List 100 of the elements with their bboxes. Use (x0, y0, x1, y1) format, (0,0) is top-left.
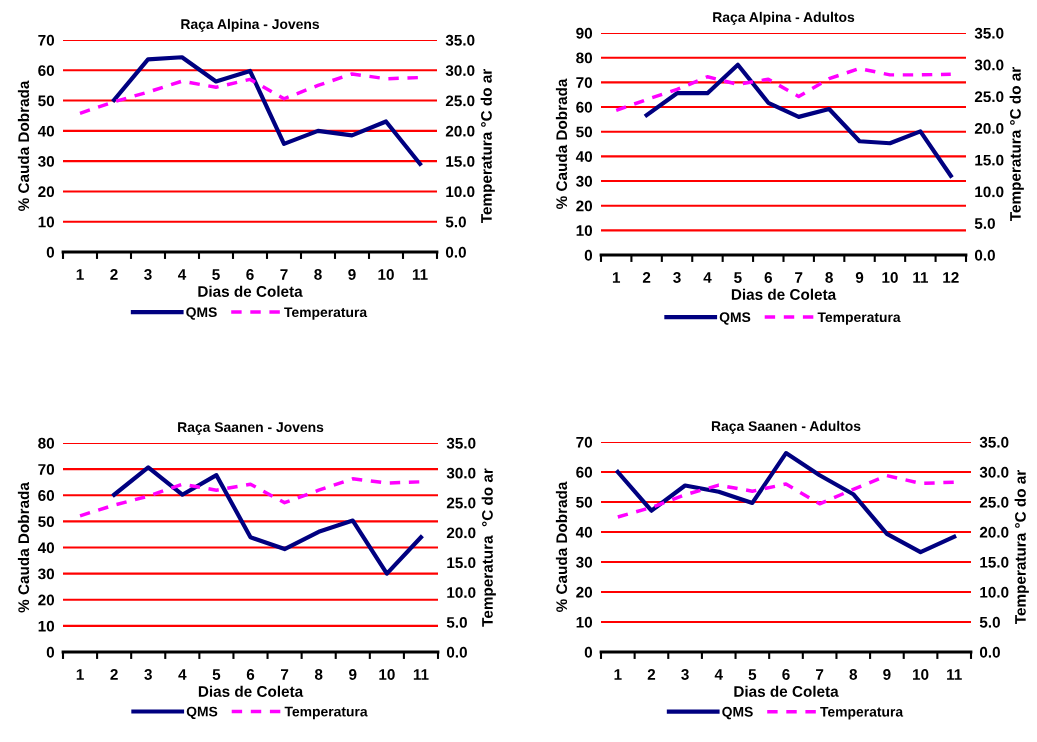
y-tick-label: 40 (37, 125, 55, 137)
x-tick-label: 2 (110, 669, 118, 680)
x-tick-label: 4 (177, 269, 187, 280)
y2-tick-label: 15.0 (980, 556, 1009, 568)
x-tick-label: 2 (642, 272, 651, 283)
x-tick-label: 5 (212, 669, 221, 680)
legend-label: QMS (719, 312, 751, 325)
y-tick-label: 0 (46, 646, 55, 658)
x-tick-label: 4 (714, 669, 723, 680)
y-tick-label: 20 (576, 200, 593, 212)
x-tick-label: 5 (734, 272, 742, 283)
x-tick-label: 9 (349, 669, 357, 680)
y2-tick-label: 25.0 (974, 91, 1004, 103)
y2-tick-label: 35.0 (446, 437, 476, 449)
y-tick-label: 50 (38, 516, 55, 528)
y-tick-label: 20 (38, 594, 55, 606)
chart-title: Raça Saanen - Jovens (178, 422, 324, 435)
y-tick-label: 70 (576, 436, 593, 448)
y2-tick-label: 35.0 (979, 436, 1009, 448)
x-tick-label: 11 (413, 669, 429, 680)
x-tick-label: 2 (110, 269, 118, 280)
y-tick-label: 20 (576, 586, 593, 598)
line-series (615, 451, 957, 555)
y2-tick-label: 20.0 (979, 526, 1009, 538)
x-tick-label: 7 (281, 669, 289, 680)
line-series (112, 465, 424, 576)
y2-tick-label: 5.0 (446, 617, 467, 628)
y2-tick-label: 15.0 (975, 154, 1004, 166)
legend-label: Temperatura (284, 307, 368, 320)
y2-tick-label: 35.0 (445, 34, 475, 46)
x-tick-label: 3 (144, 669, 152, 680)
x-tick-label: 4 (703, 272, 712, 283)
line-series (644, 62, 953, 178)
x-axis-title: Dias de Coleta (198, 685, 304, 697)
y-tick-label: 50 (576, 126, 593, 138)
x-tick-label: 9 (855, 272, 864, 283)
y2-tick-label: 30.0 (974, 59, 1004, 71)
legend-label: QMS (186, 706, 218, 720)
x-tick-label: 1 (76, 669, 84, 680)
chart-title: Raça Alpina - Jovens (181, 18, 320, 32)
y-tick-label: 90 (576, 27, 593, 39)
x-tick-label: 3 (673, 272, 681, 283)
chart-title: Raça Saanen - Adultos (711, 420, 861, 434)
y2-tick-label: 10.0 (975, 186, 1004, 198)
y-tick-label: 50 (38, 95, 55, 107)
y-tick-label: 0 (46, 246, 55, 258)
x-tick-label: 10 (913, 669, 929, 680)
chart-title: Raça Alpina - Adultos (713, 11, 855, 25)
y2-tick-label: 15.0 (447, 557, 476, 569)
y2-tick-label: 10.0 (446, 186, 475, 198)
y-tick-label: 50 (576, 496, 593, 508)
legend-label: Temperatura (820, 707, 904, 720)
y-tick-label: 0 (584, 249, 593, 261)
y2-axis-title: Temperatura °C do ar (1009, 67, 1024, 222)
y2-tick-label: 20.0 (446, 527, 476, 539)
y-tick-label: 30 (38, 568, 55, 580)
x-tick-label: 3 (681, 669, 689, 680)
y-axis-title: % Cauda Dobrada (555, 78, 568, 209)
legend-label: Temperatura (284, 706, 368, 720)
y-tick-label: 30 (576, 556, 593, 568)
y2-tick-label: 15.0 (446, 156, 475, 167)
x-tick-label: 6 (764, 272, 772, 283)
y2-tick-label: 0.0 (445, 246, 466, 258)
y-tick-label: 40 (575, 526, 593, 538)
x-tick-label: 7 (816, 669, 824, 680)
y2-tick-label: 25.0 (446, 497, 476, 509)
x-tick-label: 1 (612, 272, 621, 283)
y-tick-label: 40 (37, 542, 55, 554)
y2-tick-label: 10.0 (980, 586, 1009, 598)
x-tick-label: 6 (246, 269, 254, 280)
line-series (111, 55, 423, 166)
x-tick-label: 5 (212, 269, 220, 280)
x-tick-label: 9 (348, 269, 356, 280)
y-tick-label: 30 (576, 175, 593, 187)
y-tick-label: 30 (38, 156, 55, 167)
y-tick-label: 0 (584, 646, 593, 658)
line-series (614, 66, 953, 113)
y2-axis-title: Temperatura °C do ar (481, 468, 496, 627)
y-tick-label: 60 (576, 101, 593, 113)
y2-tick-label: 35.0 (974, 27, 1004, 39)
y2-tick-label: 5.0 (445, 216, 466, 228)
y2-tick-label: 0.0 (979, 646, 1000, 658)
x-axis-title: Dias de Coleta (731, 288, 837, 300)
x-tick-label: 10 (379, 669, 395, 680)
legend-label: QMS (722, 706, 753, 720)
y-tick-label: 80 (576, 52, 593, 64)
y2-tick-label: 5.0 (974, 218, 995, 229)
y2-tick-label: 30.0 (445, 65, 475, 76)
x-tick-label: 11 (412, 269, 428, 280)
y2-tick-label: 0.0 (446, 646, 467, 658)
x-tick-label: 4 (178, 669, 187, 680)
y-axis-title: % Cauda Dobrada (17, 482, 30, 613)
y-tick-label: 60 (576, 466, 593, 478)
y-axis-title: % Cauda Dobrada (555, 481, 568, 612)
x-tick-label: 5 (748, 669, 757, 680)
y-tick-label: 20 (38, 186, 55, 198)
y2-tick-label: 0.0 (974, 249, 995, 261)
y-tick-label: 70 (576, 77, 593, 89)
x-tick-label: 8 (825, 272, 833, 283)
y-tick-label: 60 (38, 490, 55, 501)
